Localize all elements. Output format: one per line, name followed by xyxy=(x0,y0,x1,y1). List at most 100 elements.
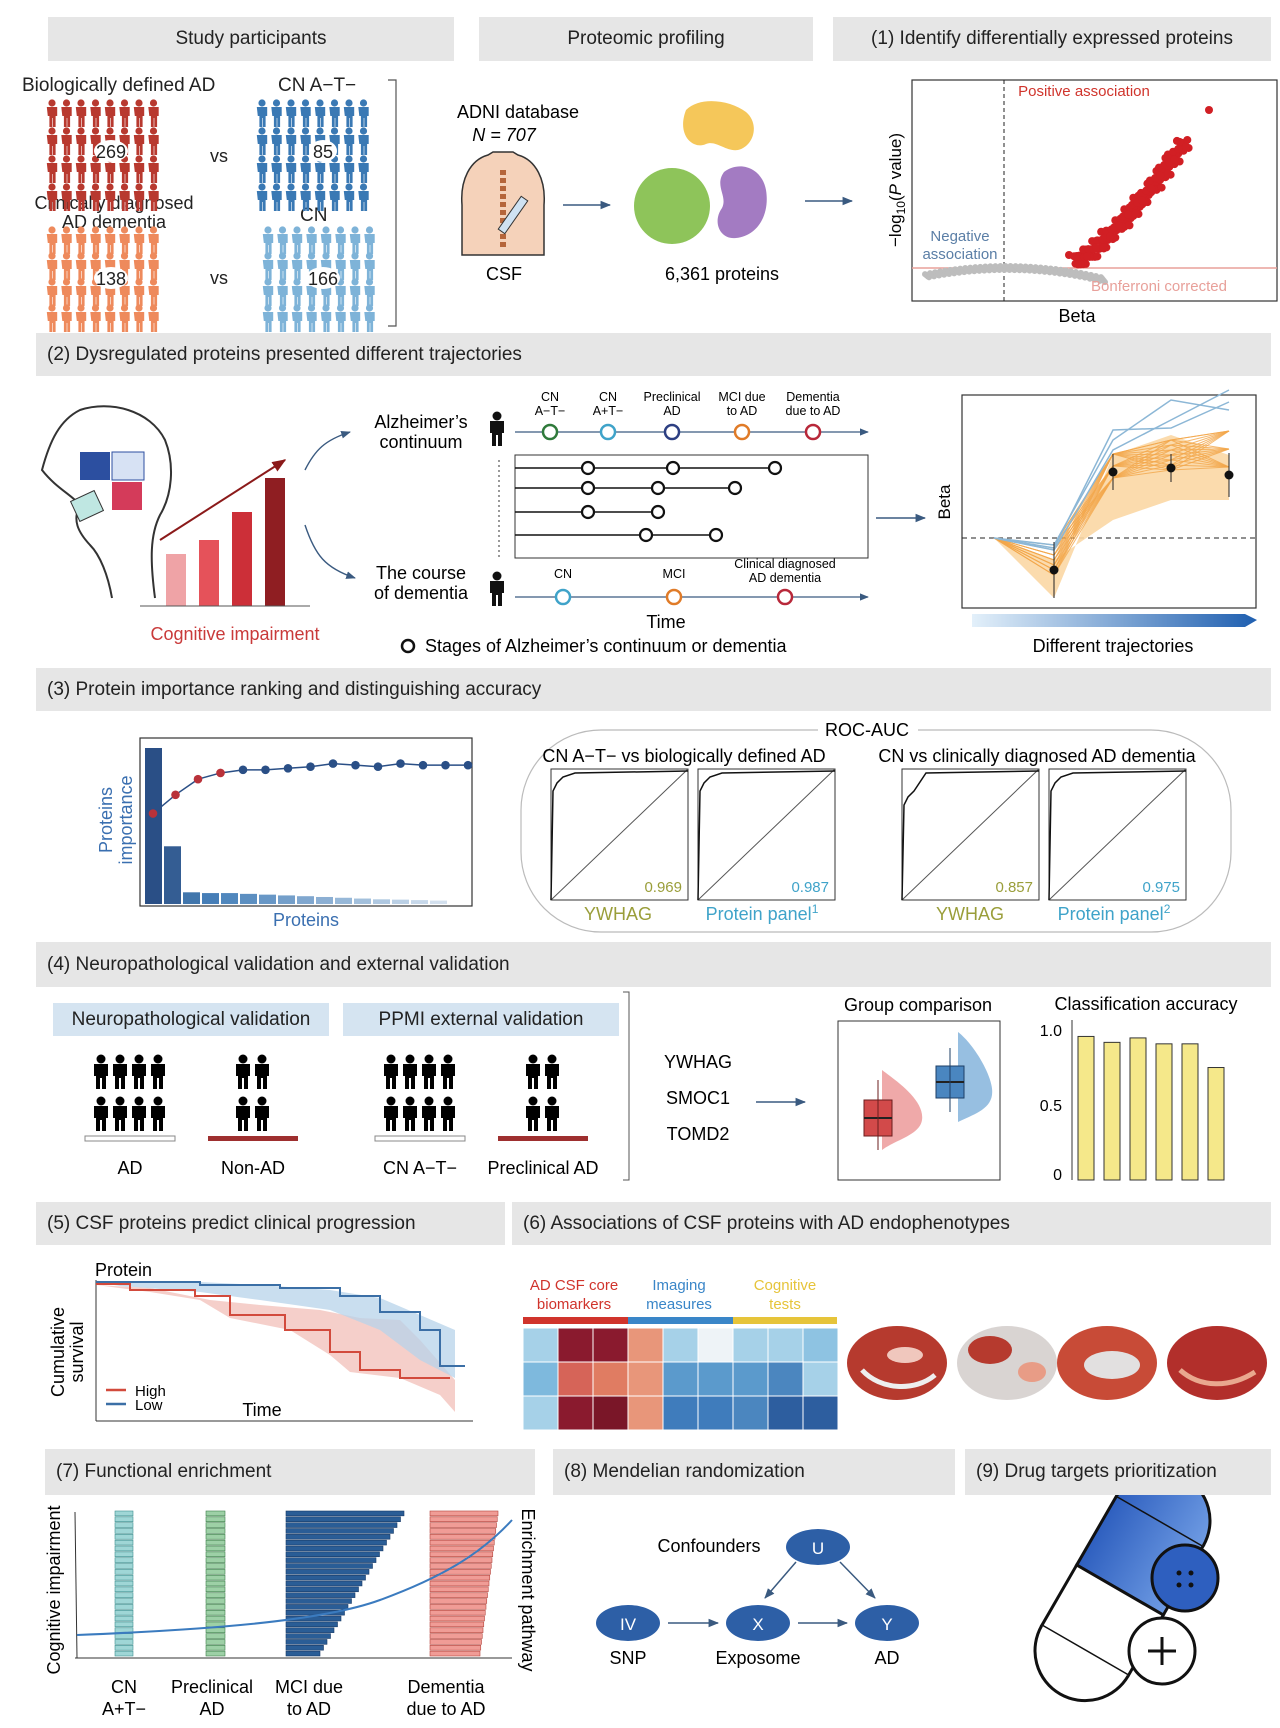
traj-stage xyxy=(650,504,666,520)
heatmap-cell xyxy=(592,1327,629,1363)
person-icon xyxy=(236,1054,250,1089)
enrich-bar xyxy=(285,1650,321,1657)
person-icon xyxy=(46,183,58,211)
header-s4: (4) Neuropathological validation and ext… xyxy=(36,942,1271,987)
person-icon xyxy=(291,252,303,280)
node-u-label: U xyxy=(812,1539,824,1558)
person-icon xyxy=(285,99,297,127)
enrich-bar xyxy=(429,1609,486,1616)
person-icon xyxy=(285,183,297,211)
stage-label: Dementia xyxy=(786,390,840,404)
person-icon xyxy=(94,1054,108,1089)
importance-point xyxy=(351,760,360,770)
enrich-bar xyxy=(205,1516,226,1522)
volcano-point-sig xyxy=(1093,252,1102,261)
heatmap-cell xyxy=(627,1361,664,1397)
heatmap-cell xyxy=(732,1395,769,1431)
n-707: N = 707 xyxy=(472,125,537,145)
stage-circle xyxy=(776,588,794,606)
person-icon xyxy=(75,155,87,183)
protein-3: TOMD2 xyxy=(667,1124,730,1144)
enrich-bar xyxy=(429,1539,495,1546)
enrich-bar xyxy=(285,1639,328,1645)
enrich-bar xyxy=(429,1615,485,1622)
header-s9: (9) Drug targets prioritization xyxy=(965,1449,1271,1495)
beta-mean xyxy=(1108,467,1118,477)
badge-166 xyxy=(306,267,340,289)
cat2-l1: Imaging xyxy=(652,1277,705,1294)
person-icon xyxy=(349,304,361,332)
person-icon xyxy=(119,226,130,254)
person-icon xyxy=(46,155,58,183)
person-icon xyxy=(148,304,159,332)
km-axes xyxy=(95,1280,473,1422)
cog-label: Cognitive impairment xyxy=(150,624,319,644)
beta-line-blue xyxy=(993,399,1230,546)
importance-point xyxy=(463,760,473,770)
volcano-point-ns xyxy=(1102,279,1108,286)
heatmap-cell xyxy=(662,1395,699,1431)
node-y xyxy=(855,1605,919,1641)
person-icon xyxy=(148,226,159,254)
person-icon xyxy=(343,183,355,211)
km-ylabel-1: Cumulative xyxy=(48,1307,68,1397)
heatmap-cell xyxy=(592,1361,629,1397)
enrich-bar xyxy=(285,1557,377,1563)
cat2-l2: measures xyxy=(646,1296,712,1313)
label-bio-ad: Biologically defined AD xyxy=(22,75,216,96)
arrow-down xyxy=(304,524,356,579)
person-icon xyxy=(358,155,369,183)
enrich-bar xyxy=(205,1592,226,1598)
importance-bar xyxy=(183,892,200,904)
importance-bar xyxy=(354,898,371,904)
person-icon xyxy=(119,99,130,127)
cat1-l1: AD CSF core xyxy=(530,1277,618,1294)
person-icon xyxy=(403,1054,417,1089)
brain-images xyxy=(847,1326,1267,1400)
person-icon xyxy=(343,99,355,127)
importance-line xyxy=(148,759,473,818)
enrich-curve xyxy=(76,1519,513,1636)
importance-bar xyxy=(278,895,295,904)
person-icon xyxy=(349,278,361,306)
roc-label-1: YWHAG xyxy=(584,904,652,924)
ca-title: Classification accuracy xyxy=(1054,994,1237,1014)
n-269: 269 xyxy=(96,142,126,162)
arrow-up xyxy=(304,430,351,471)
roc-auc: 0.975 xyxy=(1142,879,1180,896)
badge-269 xyxy=(94,140,128,162)
bar-ad xyxy=(84,1135,176,1142)
stage-label: Clinical diagnosed xyxy=(734,557,836,571)
person-icon xyxy=(133,99,145,127)
header-dep: (1) Identify differentially expressed pr… xyxy=(833,17,1271,61)
person-icon-2 xyxy=(490,571,504,606)
person-icon xyxy=(104,304,116,332)
enrich-bar xyxy=(205,1510,226,1517)
person-icon xyxy=(300,155,311,183)
bracket-4 xyxy=(623,991,630,1181)
person-icon xyxy=(113,1096,127,1131)
imp-xlabel: Proteins xyxy=(273,910,339,930)
heatmap-cell xyxy=(522,1361,559,1397)
cat3-l1: Cognitive xyxy=(754,1277,817,1294)
person-icon xyxy=(262,304,274,332)
person-icon xyxy=(75,226,87,254)
badge-85 xyxy=(309,140,337,162)
enrich-bar xyxy=(114,1650,134,1657)
legend-circle xyxy=(400,638,416,654)
enrich-bar xyxy=(205,1557,226,1563)
stage-label: due to AD xyxy=(786,404,841,418)
roc-diagonal xyxy=(1048,768,1187,901)
enrich-bar xyxy=(429,1528,497,1534)
person-icon xyxy=(61,99,72,127)
head-puzzle-illustration xyxy=(40,405,172,599)
time-label: Time xyxy=(646,612,685,632)
traj-stage xyxy=(580,504,596,520)
person-icon xyxy=(133,183,145,211)
importance-curve xyxy=(152,762,468,815)
person-icon xyxy=(94,1096,108,1131)
heatmap-cell xyxy=(522,1395,559,1431)
enrich-bar xyxy=(205,1539,226,1546)
enrich-bar xyxy=(114,1639,134,1645)
trajectory-lines xyxy=(515,460,783,543)
